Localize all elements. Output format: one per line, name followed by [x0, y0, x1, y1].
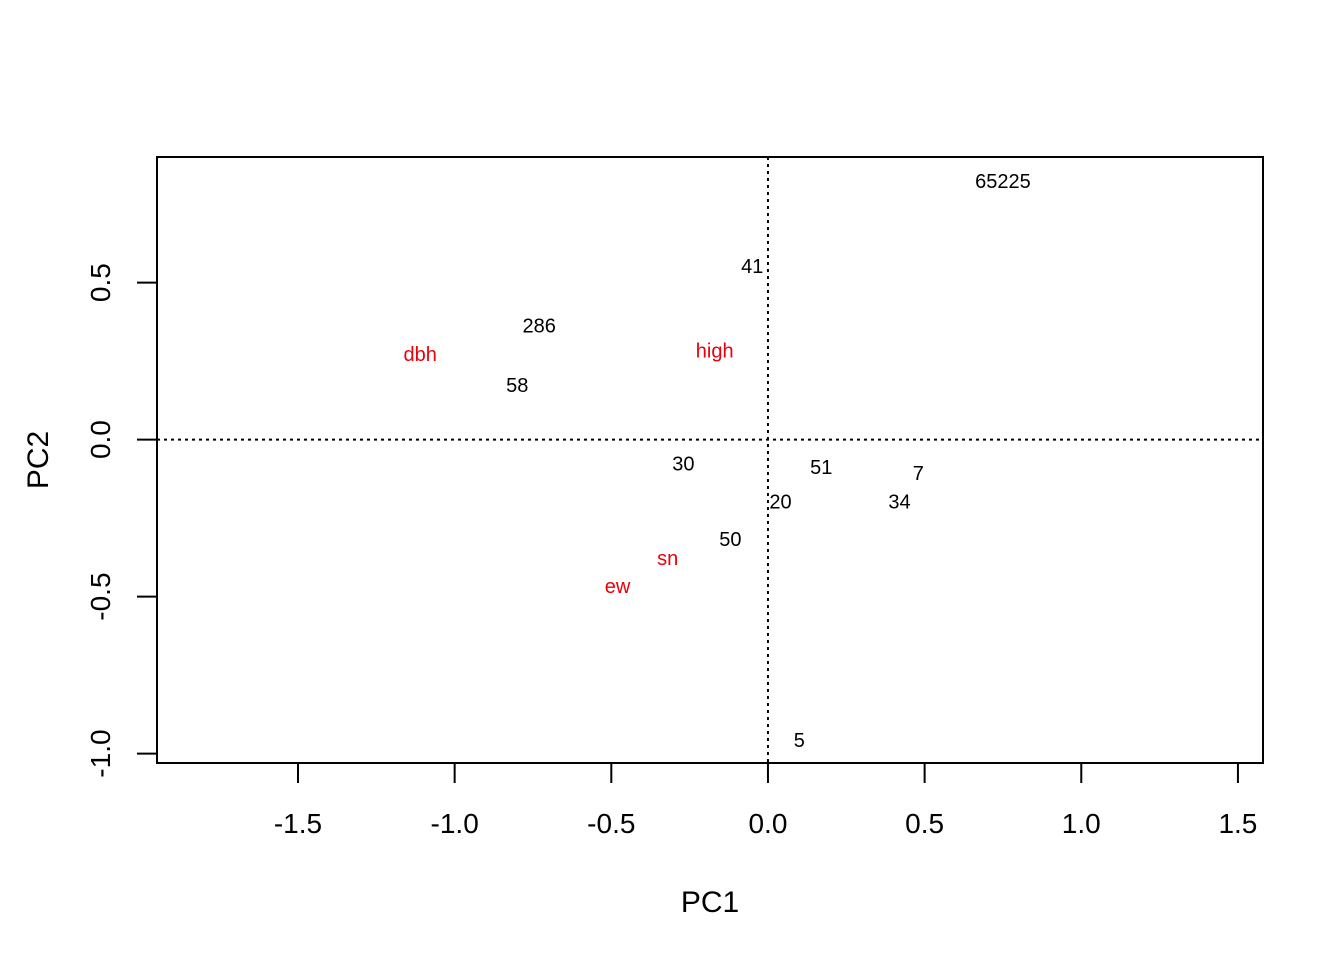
observation-label: 50	[719, 529, 741, 551]
observation-label: 51	[810, 457, 832, 479]
observation-label: 41	[741, 256, 763, 278]
observation-label: 58	[506, 375, 528, 397]
y-axis-title: PC2	[22, 431, 55, 489]
y-tick-label: -1.0	[85, 729, 116, 777]
x-tick-label: -1.5	[274, 808, 322, 839]
x-tick-label: 1.0	[1062, 808, 1101, 839]
observation-label: 20	[769, 491, 791, 513]
y-tick-label: -0.5	[85, 572, 116, 620]
x-tick-label: -1.0	[431, 808, 479, 839]
observation-label: 65225	[975, 171, 1031, 193]
plot-frame	[156, 156, 1264, 764]
observation-label: 5	[794, 730, 805, 752]
observation-label: 34	[888, 491, 910, 513]
reference-lines	[157, 157, 1263, 763]
x-tick-label: 0.0	[748, 808, 787, 839]
observation-label: 286	[523, 316, 556, 338]
y-tick-label: 0.0	[85, 420, 116, 459]
y-tick-label: 0.5	[85, 263, 116, 302]
x-axis: -1.5 -1.0 -0.5 0.0 0.5 1.0 1.5	[274, 762, 1257, 839]
observation-label: 7	[913, 463, 924, 485]
x-tick-label: 0.5	[905, 808, 944, 839]
variable-label: ew	[605, 576, 631, 598]
x-tick-label: 1.5	[1218, 808, 1257, 839]
variable-label: sn	[657, 548, 678, 570]
variable-label: dbh	[403, 344, 436, 366]
y-axis: -1.0 -0.5 0.0 0.5	[85, 263, 158, 778]
observation-label: 30	[672, 454, 694, 476]
point-labels: 65225 41 286 58 30 51 734 20 50 5 dbh high sn ew	[403, 171, 1030, 752]
x-axis-title: PC1	[681, 886, 739, 919]
variable-label: high	[696, 341, 734, 363]
x-tick-label: -0.5	[587, 808, 635, 839]
